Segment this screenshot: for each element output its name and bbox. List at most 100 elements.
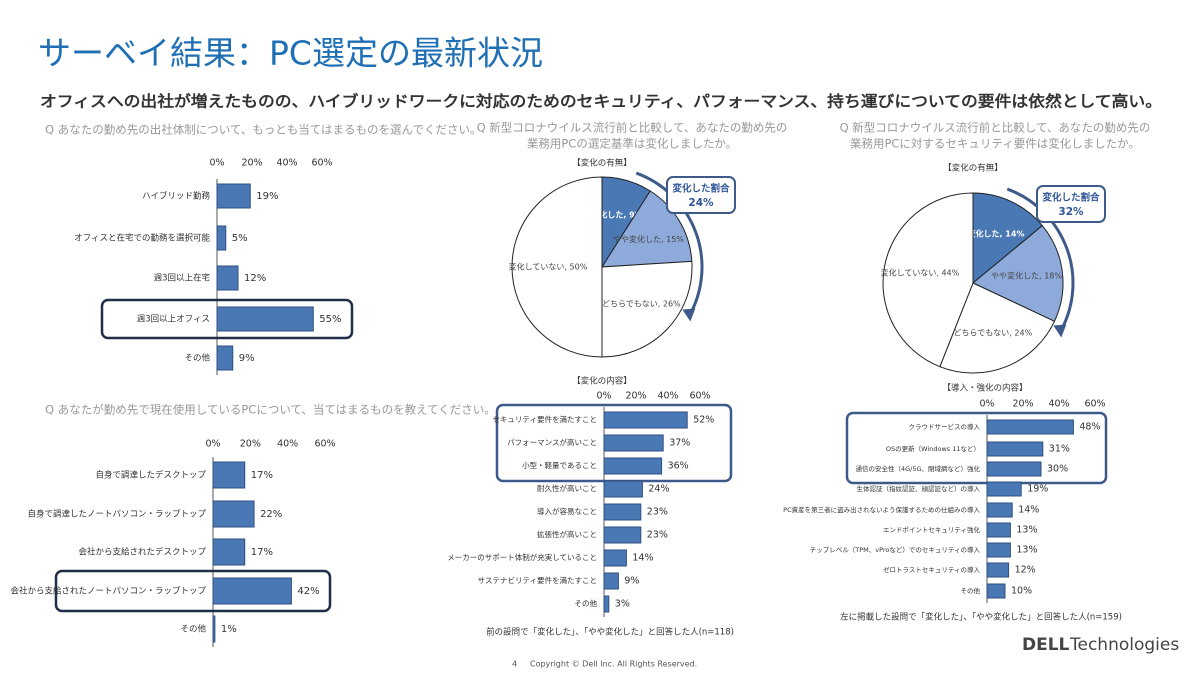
slice-label: 変化していない, 44% bbox=[881, 267, 960, 277]
slide-title: サーベイ結果：PC選定の最新状況 bbox=[38, 34, 543, 73]
x-tick-label: 20% bbox=[1012, 399, 1033, 410]
bar bbox=[216, 225, 227, 251]
question: Q あなたが勤め先で現在使用しているPCについて、当てはまるものを教えてください… bbox=[45, 403, 496, 417]
chart-heading: 【導入・強化の内容】 bbox=[942, 383, 1027, 394]
bar bbox=[603, 480, 643, 498]
value-label: 24% bbox=[648, 484, 669, 495]
bar bbox=[212, 461, 246, 489]
bar bbox=[603, 526, 642, 544]
bar bbox=[216, 265, 239, 291]
x-tick-label: 0% bbox=[209, 158, 224, 169]
category-label: その他 bbox=[961, 586, 981, 595]
x-tick-label: 60% bbox=[314, 439, 335, 450]
value-label: 9% bbox=[239, 353, 255, 364]
category-label: 耐久性が高いこと bbox=[537, 483, 597, 493]
x-tick-label: 60% bbox=[311, 158, 332, 169]
value-label: 36% bbox=[668, 461, 689, 472]
category-label: オフィスと在宅での勤務を選択可能 bbox=[74, 233, 210, 244]
bar bbox=[603, 549, 627, 567]
category-label: 週3回以上在宅 bbox=[154, 273, 210, 284]
question: 業務用PCに対するセキュリティ要件は変化しましたか。 bbox=[850, 137, 1140, 151]
pie-slice bbox=[939, 282, 1056, 374]
annotation-value: 32% bbox=[1058, 206, 1084, 218]
x-tick-label: 20% bbox=[240, 439, 261, 450]
value-label: 30% bbox=[1047, 464, 1068, 475]
category-label: 導入が容易なこと bbox=[537, 506, 597, 516]
x-tick-label: 40% bbox=[277, 439, 298, 450]
value-label: 19% bbox=[1027, 484, 1048, 495]
x-tick-label: 0% bbox=[205, 439, 220, 450]
category-label: その他 bbox=[184, 353, 210, 364]
pie-slice bbox=[972, 192, 1044, 285]
value-label: 12% bbox=[244, 273, 266, 284]
x-tick-label: 60% bbox=[689, 391, 710, 402]
bar bbox=[986, 502, 1013, 518]
slice-label: 変化していない, 50% bbox=[509, 262, 588, 272]
category-label: 自身で調達したノートパソコン・ラップトップ bbox=[27, 509, 206, 520]
category-label: その他 bbox=[575, 598, 598, 608]
category-label: サステナビリティ要件を満たすこと bbox=[478, 575, 597, 585]
bar bbox=[212, 538, 246, 566]
bar bbox=[212, 615, 216, 643]
annotation-arrowhead bbox=[1053, 324, 1067, 338]
value-label: 13% bbox=[1016, 545, 1037, 556]
x-tick-label: 20% bbox=[625, 391, 646, 402]
chart-heading: 【変化の有無】 bbox=[572, 158, 632, 169]
category-label: セキュリティ要件を満たすこと bbox=[492, 414, 597, 424]
bar bbox=[986, 419, 1074, 435]
category-label: PC資産を第三者に盗み出されないよう保護するための仕組みの導入 bbox=[783, 505, 980, 514]
category-label: 生体認証（指紋認証、顔認証など）の導入 bbox=[857, 484, 981, 493]
x-tick-label: 40% bbox=[657, 391, 678, 402]
annotation-label: 変化した割合 bbox=[672, 183, 730, 195]
bar bbox=[216, 183, 251, 209]
category-label: その他 bbox=[180, 624, 206, 635]
slice-label: やや変化した, 15% bbox=[613, 234, 684, 244]
x-tick-label: 40% bbox=[276, 158, 297, 169]
value-label: 42% bbox=[297, 586, 319, 597]
value-label: 10% bbox=[1011, 586, 1032, 597]
value-label: 13% bbox=[1016, 525, 1037, 536]
bar bbox=[216, 306, 314, 332]
question: 業務用PCの選定基準は変化しましたか。 bbox=[527, 137, 737, 151]
bar bbox=[603, 411, 688, 429]
bar bbox=[212, 577, 292, 605]
question: Q 新型コロナウイルス流行前と比較して、あなたの勤め先の bbox=[477, 121, 788, 135]
slide-subtitle: オフィスへの出社が増えたものの、ハイブリッドワークに対応のためのセキュリティ、パ… bbox=[40, 92, 1162, 111]
value-label: 37% bbox=[669, 438, 690, 449]
category-label: 通信の安全性（4G/5G、閉域網など）強化 bbox=[855, 464, 980, 473]
question: Q 新型コロナウイルス流行前と比較して、あなたの勤め先の bbox=[840, 121, 1151, 135]
logo-suffix: Technologies bbox=[1069, 635, 1179, 655]
category-label: 週3回以上オフィス bbox=[137, 315, 210, 325]
annotation-arc bbox=[1006, 187, 1075, 335]
annotation-box bbox=[666, 176, 736, 214]
value-label: 52% bbox=[693, 415, 714, 426]
bar bbox=[986, 522, 1011, 538]
bar bbox=[603, 572, 619, 590]
slice-label: 変化した, 14% bbox=[967, 229, 1024, 239]
category-label: 自身で調達したデスクトップ bbox=[95, 470, 206, 481]
value-label: 1% bbox=[221, 624, 237, 635]
value-label: 31% bbox=[1049, 444, 1070, 455]
category-label: 拡張性が高いこと bbox=[537, 529, 597, 539]
value-label: 17% bbox=[251, 547, 273, 558]
bar bbox=[986, 542, 1011, 558]
chart-note: 前の設問で「変化した」、「やや変化した」と回答した人(n=118) bbox=[486, 627, 734, 638]
pie-slice bbox=[601, 260, 693, 358]
category-label: クラウドサービスの導入 bbox=[909, 422, 981, 431]
highlight-box bbox=[54, 569, 332, 613]
category-label: エンドポイントセキュリティ強化 bbox=[883, 525, 981, 534]
bar bbox=[986, 562, 1010, 578]
pie-slice bbox=[972, 224, 1064, 322]
category-label: 会社から支給されたノートパソコン・ラップトップ bbox=[10, 586, 206, 597]
category-label: メーカーのサポート体制が充実していること bbox=[447, 552, 597, 562]
category-label: 会社から支給されたデスクトップ bbox=[78, 547, 206, 558]
annotation-label: 変化した割合 bbox=[1042, 192, 1100, 204]
x-tick-label: 0% bbox=[979, 399, 994, 410]
value-label: 14% bbox=[632, 553, 653, 564]
x-tick-label: 0% bbox=[596, 391, 611, 402]
x-tick-label: 40% bbox=[1048, 399, 1069, 410]
pie-slice bbox=[882, 192, 974, 368]
bar bbox=[986, 441, 1044, 457]
value-label: 48% bbox=[1079, 422, 1100, 433]
